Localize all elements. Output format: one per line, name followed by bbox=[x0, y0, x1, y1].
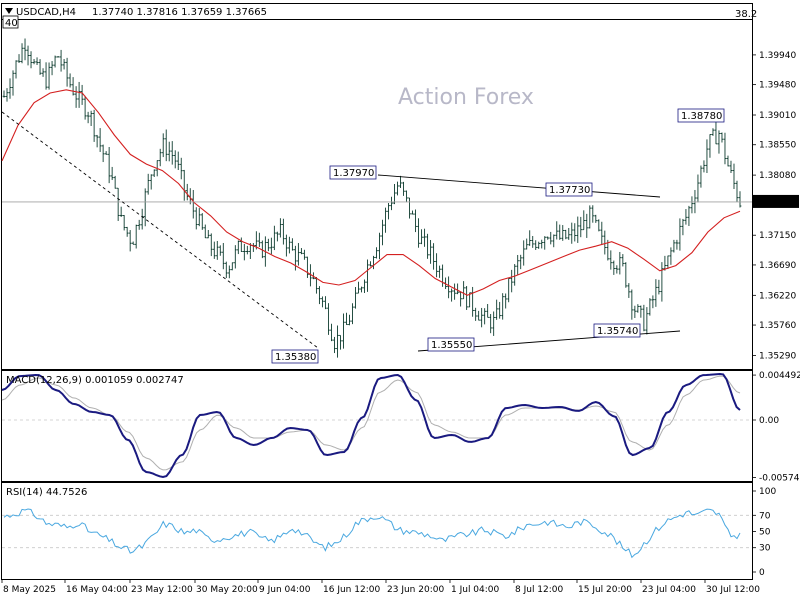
macd-tick-label: -0.005748 bbox=[759, 473, 800, 483]
x-tick-label: 16 May 04:00 bbox=[66, 585, 128, 595]
rsi-tick-label: 0 bbox=[759, 568, 765, 578]
price-tick-label: 1.39480 bbox=[759, 81, 796, 91]
rsi-title: RSI(14) 44.7526 bbox=[6, 487, 87, 498]
price-label-box bbox=[593, 323, 641, 338]
price-label-box bbox=[427, 337, 475, 352]
rsi-tick-label: 30 bbox=[759, 544, 771, 554]
price-tick-label: 1.38550 bbox=[759, 141, 796, 151]
macd-panel bbox=[1, 370, 753, 482]
price-label-box bbox=[329, 165, 377, 180]
price-panel bbox=[1, 3, 753, 370]
price-label: 1.37970 bbox=[333, 168, 374, 179]
price-tick-label: 1.38080 bbox=[759, 171, 796, 181]
macd-title: MACD(12,26,9) 0.001059 0.002747 bbox=[6, 375, 184, 386]
x-tick-label: 30 Jul 12:00 bbox=[706, 585, 760, 595]
price-tick-label: 1.37150 bbox=[759, 231, 796, 241]
x-tick-label: 30 May 20:00 bbox=[196, 585, 258, 595]
moving-average-line bbox=[1, 89, 741, 296]
x-tick-label: 8 May 2025 bbox=[3, 585, 56, 595]
upper-triangle-line bbox=[377, 174, 661, 198]
title-block: USDCAD,H4 1.37740 1.37816 1.37659 1.3766… bbox=[2, 7, 757, 29]
price-tick-label: 1.35760 bbox=[759, 321, 796, 331]
x-tick-label: 9 Jun 04:00 bbox=[259, 585, 311, 595]
ohlc-label: 1.37740 1.37816 1.37659 1.37665 bbox=[92, 7, 267, 18]
rsi-panel bbox=[1, 482, 753, 580]
macd-tick-label: 0.00 bbox=[759, 416, 779, 426]
price-label: 1.38780 bbox=[681, 111, 722, 122]
symbol-label: USDCAD,H4 bbox=[16, 7, 76, 18]
rsi-tick-label: 50 bbox=[759, 528, 771, 538]
price-label-box bbox=[545, 182, 593, 197]
x-tick-label: 23 Jul 04:00 bbox=[642, 585, 696, 595]
macd-signal-line bbox=[1, 375, 741, 471]
x-tick-label: 8 Jul 12:00 bbox=[515, 585, 564, 595]
current-price-label: 1.37665 bbox=[758, 198, 795, 208]
rsi-tick-label: 70 bbox=[759, 511, 771, 521]
price-label-box bbox=[271, 349, 319, 364]
x-tick-label: 23 May 12:00 bbox=[131, 585, 193, 595]
price-label: 1.35550 bbox=[431, 340, 472, 351]
macd-tick-label: 0.004492 bbox=[759, 371, 800, 381]
watermark: Action Forex bbox=[398, 85, 534, 110]
price-label: 1.35740 bbox=[597, 326, 638, 337]
price-tick-label: 1.36690 bbox=[759, 261, 796, 271]
price-tick-label: 1.39010 bbox=[759, 111, 796, 121]
x-tick-label: 23 Jun 20:00 bbox=[387, 585, 444, 595]
price-label: 1.35380 bbox=[275, 352, 316, 363]
rsi-line bbox=[3, 508, 741, 559]
x-tick-label: 16 Jun 12:00 bbox=[323, 585, 380, 595]
price-label-box bbox=[677, 108, 725, 123]
corner-value: 38.2 bbox=[735, 9, 757, 20]
current-price-tag bbox=[753, 194, 799, 208]
corner-left-label: 40 bbox=[5, 18, 18, 29]
x-tick-label: 15 Jul 20:00 bbox=[578, 585, 632, 595]
price-tick-label: 1.36220 bbox=[759, 291, 796, 301]
macd-main-line bbox=[1, 372, 741, 479]
price-tick-label: 1.35290 bbox=[759, 351, 796, 361]
rsi-tick-label: 100 bbox=[759, 487, 776, 497]
price-label: 1.37730 bbox=[549, 185, 590, 196]
price-tick-label: 1.39940 bbox=[759, 51, 796, 61]
x-tick-label: 1 Jul 04:00 bbox=[451, 585, 500, 595]
